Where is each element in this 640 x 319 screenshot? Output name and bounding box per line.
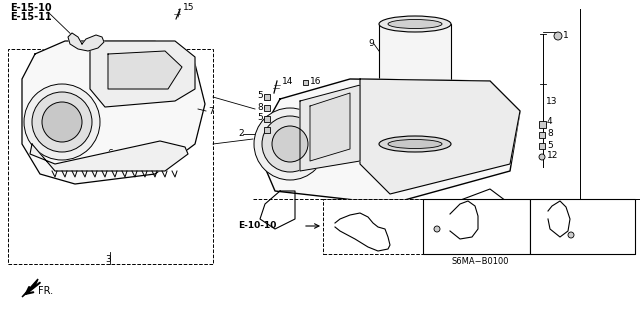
Circle shape — [262, 116, 318, 172]
Bar — [539, 132, 545, 138]
Text: 3: 3 — [105, 255, 111, 263]
Polygon shape — [108, 51, 182, 89]
Polygon shape — [68, 33, 104, 51]
Text: 7: 7 — [208, 107, 214, 115]
Polygon shape — [22, 41, 205, 184]
Bar — [264, 105, 270, 111]
Bar — [539, 143, 545, 149]
Polygon shape — [300, 85, 360, 171]
Ellipse shape — [379, 16, 451, 32]
Bar — [379, 24, 451, 144]
FancyArrowPatch shape — [26, 283, 40, 294]
Text: 4: 4 — [547, 117, 552, 127]
Text: 5: 5 — [547, 140, 553, 150]
Circle shape — [434, 226, 440, 232]
Bar — [538, 121, 545, 128]
Text: 8: 8 — [257, 124, 263, 133]
Text: 18: 18 — [580, 226, 591, 235]
Text: 11: 11 — [580, 210, 591, 219]
Polygon shape — [30, 141, 188, 171]
Circle shape — [24, 84, 100, 160]
Text: 8: 8 — [547, 130, 553, 138]
Text: 12: 12 — [547, 152, 558, 160]
Text: 17: 17 — [428, 217, 440, 226]
Bar — [264, 94, 270, 100]
Text: 13: 13 — [546, 97, 557, 106]
Text: 16: 16 — [310, 77, 321, 85]
Ellipse shape — [388, 139, 442, 149]
Polygon shape — [90, 41, 195, 107]
Text: 5: 5 — [257, 91, 263, 100]
Polygon shape — [310, 93, 350, 161]
Polygon shape — [22, 279, 38, 297]
Text: 9: 9 — [368, 40, 374, 48]
Circle shape — [554, 32, 562, 40]
Text: 10: 10 — [455, 206, 467, 216]
Bar — [423, 199, 530, 254]
Text: 8: 8 — [257, 102, 263, 112]
Bar — [303, 79, 307, 85]
Circle shape — [42, 102, 82, 142]
Text: AT: AT — [560, 242, 573, 252]
Text: 1: 1 — [563, 32, 569, 41]
Bar — [323, 199, 423, 254]
Circle shape — [272, 126, 308, 162]
Circle shape — [568, 232, 574, 238]
Text: S6MA−B0100: S6MA−B0100 — [451, 256, 509, 265]
Text: 14: 14 — [282, 77, 293, 85]
Bar — [8, 49, 213, 264]
Text: E-10-10: E-10-10 — [238, 221, 276, 231]
Polygon shape — [255, 79, 520, 204]
Bar — [264, 127, 270, 133]
Bar — [264, 116, 270, 122]
Bar — [530, 199, 635, 254]
Text: E-15-10: E-15-10 — [10, 3, 52, 13]
Text: MT: MT — [435, 242, 451, 252]
Ellipse shape — [379, 136, 451, 152]
Text: 6: 6 — [107, 150, 113, 159]
Ellipse shape — [388, 19, 442, 28]
Circle shape — [254, 108, 326, 180]
Circle shape — [32, 92, 92, 152]
Text: 2: 2 — [238, 130, 244, 138]
Circle shape — [539, 154, 545, 160]
Text: 5: 5 — [257, 114, 263, 122]
Text: E-15-11: E-15-11 — [10, 12, 52, 22]
Text: FR.: FR. — [38, 286, 53, 296]
Text: 15: 15 — [183, 4, 195, 12]
Polygon shape — [360, 79, 520, 194]
